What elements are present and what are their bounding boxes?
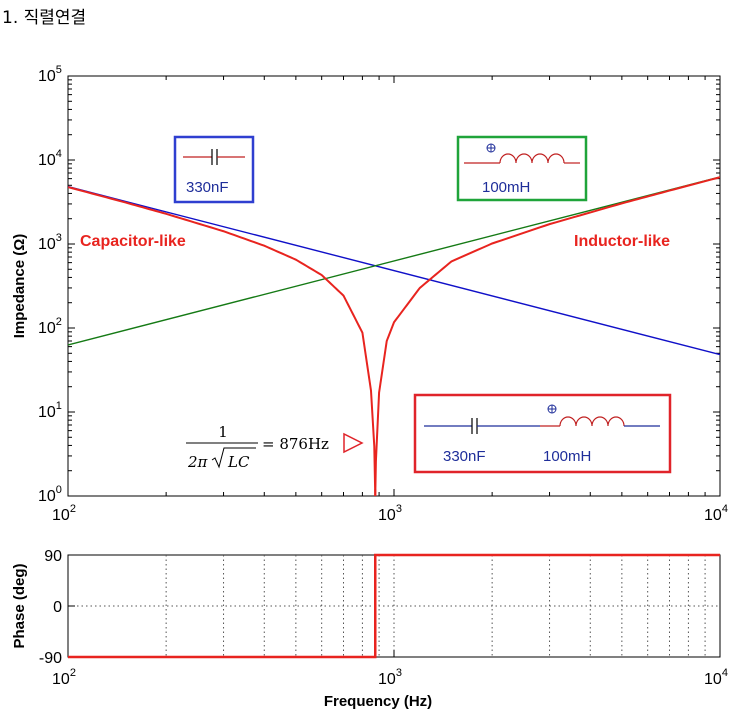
- capacitor-box: 330nF: [173, 135, 255, 204]
- inductor-impedance-line: [68, 176, 720, 346]
- x-tick-label: 103: [378, 503, 402, 524]
- phase-y-tick-label: 90: [44, 548, 62, 565]
- inductor-like-label: Inductor-like: [574, 233, 670, 250]
- formula-numerator: 1: [218, 423, 228, 441]
- phase-x-tick-label: 103: [378, 667, 402, 688]
- phase-line: [68, 553, 720, 659]
- inductor-box-label: 100mH: [482, 179, 530, 196]
- page-heading: 1. 직렬연결: [2, 8, 87, 28]
- series-lc-box: 330nF 100mH: [413, 393, 672, 474]
- capacitor-symbol-icon: [183, 149, 245, 165]
- formula-result: = 876Hz: [262, 435, 329, 453]
- series-lc-symbol-icon: [424, 404, 660, 434]
- x-tick-label: 102: [52, 503, 76, 524]
- phase-x-tick-label: 104: [704, 667, 728, 688]
- phase-ylabel: Phase (deg): [11, 563, 28, 648]
- series-LC-impedance-line: [68, 176, 720, 496]
- inductor-box: 100mH: [456, 135, 588, 202]
- formula-denominator-left: 2π: [187, 453, 209, 471]
- pointer-triangle-icon: [343, 432, 364, 454]
- capacitor-like-label: Capacitor-like: [80, 233, 186, 250]
- y-tick-label: 104: [38, 148, 62, 169]
- y-tick-label: 103: [38, 232, 62, 253]
- inductor-symbol-icon: [464, 143, 580, 164]
- capacitor-impedance-line: [68, 185, 720, 356]
- y-tick-label: 102: [38, 316, 62, 337]
- impedance-ticks: [67, 75, 721, 497]
- formula-radicand: LC: [227, 453, 250, 471]
- y-tick-label: 105: [38, 64, 62, 85]
- impedance-plot: 102 103 104 100 101 102 103 104 105 Impedance (Ω…: [11, 64, 728, 524]
- phase-grid: [68, 555, 720, 657]
- phase-y-tick-label: -90: [39, 650, 62, 667]
- impedance-series: [68, 176, 720, 496]
- frequency-xlabel: Frequency (Hz): [324, 693, 432, 710]
- y-tick-label: 101: [38, 400, 62, 421]
- impedance-ylabel: Impedance (Ω): [11, 234, 28, 339]
- phase-x-tick-label: 102: [52, 667, 76, 688]
- capacitor-box-label: 330nF: [186, 179, 229, 196]
- series-capacitor-label: 330nF: [443, 448, 486, 465]
- phase-y-tick-label: 0: [53, 599, 62, 616]
- phase-series: [68, 553, 720, 659]
- series-inductor-label: 100mH: [543, 448, 591, 465]
- resonance-formula: 1 2π LC = 876Hz: [186, 423, 364, 471]
- y-tick-label: 100: [38, 484, 62, 505]
- x-tick-label: 104: [704, 503, 728, 524]
